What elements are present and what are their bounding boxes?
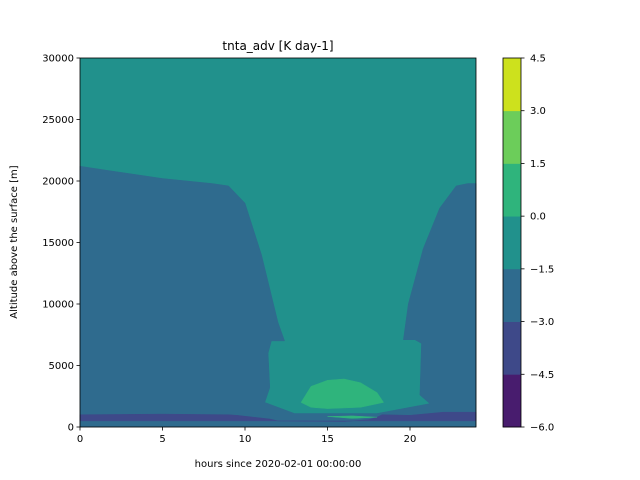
y-tick-label: 25000 bbox=[42, 115, 74, 126]
colorbar-tick-label: 4.5 bbox=[530, 54, 546, 65]
colorbar: −6.0 −4.5 −3.0 −1.5 0.0 1.5 3.0 4.5 bbox=[502, 54, 554, 434]
colorbar-tick-label: −1.5 bbox=[530, 264, 554, 275]
colorbar-swatch bbox=[503, 268, 521, 322]
contour-region-2 bbox=[300, 378, 385, 409]
y-axis: 0 5000 10000 15000 20000 25000 30000 bbox=[42, 54, 80, 434]
y-tick-label: 0 bbox=[68, 423, 74, 434]
x-tick-label: 10 bbox=[239, 434, 252, 445]
y-tick-label: 20000 bbox=[42, 177, 74, 188]
y-axis-label: Altitude above the surface [m] bbox=[9, 165, 20, 318]
chart-title: tnta_adv [K day-1] bbox=[222, 39, 333, 53]
colorbar-tick-label: 0.0 bbox=[530, 212, 546, 223]
x-axis-label: hours since 2020-02-01 00:00:00 bbox=[195, 459, 362, 470]
contour-region-3 bbox=[327, 415, 378, 419]
x-tick-label: 5 bbox=[159, 434, 165, 445]
colorbar-swatch bbox=[503, 321, 521, 375]
x-tick-label: 0 bbox=[77, 434, 83, 445]
colorbar-tick-label: −6.0 bbox=[530, 423, 554, 434]
colorbar-tick-label: 3.0 bbox=[530, 106, 546, 117]
y-tick-label: 15000 bbox=[42, 238, 74, 249]
contour-region-0 bbox=[79, 165, 477, 428]
x-tick-label: 15 bbox=[321, 434, 334, 445]
colorbar-swatch bbox=[503, 163, 521, 217]
colorbar-tick-label: −4.5 bbox=[530, 370, 554, 381]
colorbar-swatch bbox=[503, 110, 521, 164]
contour-fills bbox=[79, 58, 477, 428]
plot-area bbox=[79, 57, 477, 428]
colorbar-swatch bbox=[503, 58, 521, 112]
x-tick-label: 20 bbox=[404, 434, 417, 445]
colorbar-swatch bbox=[503, 374, 521, 428]
colorbar-swatch bbox=[503, 216, 521, 270]
y-tick-label: 10000 bbox=[42, 300, 74, 311]
x-axis: 0 5 10 15 20 bbox=[77, 427, 417, 445]
colorbar-tick-label: −3.0 bbox=[530, 317, 554, 328]
colorbar-tick-label: 1.5 bbox=[530, 159, 546, 170]
colorbar-frame bbox=[502, 57, 522, 428]
y-tick-label: 30000 bbox=[42, 54, 74, 65]
y-tick-label: 5000 bbox=[49, 361, 74, 372]
